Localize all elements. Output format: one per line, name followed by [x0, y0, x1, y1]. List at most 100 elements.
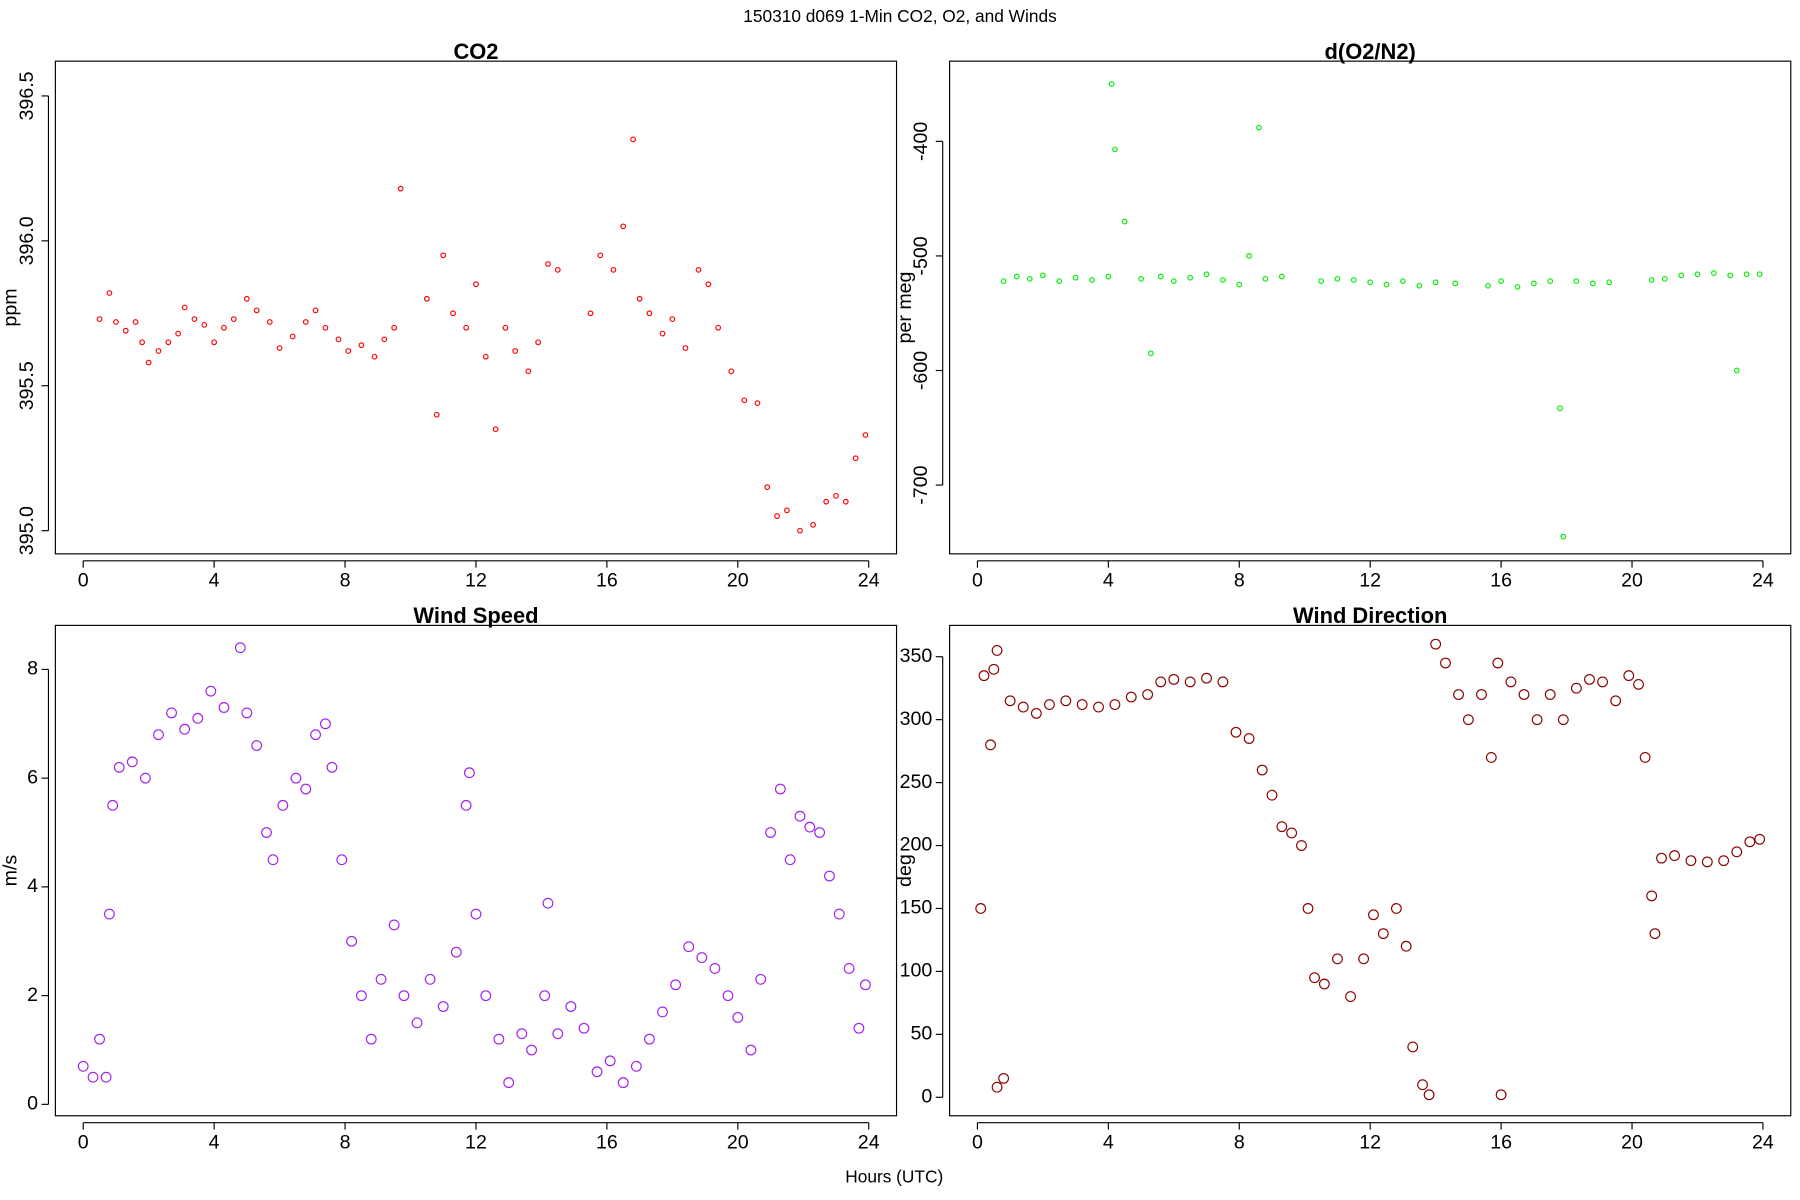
point	[1610, 695, 1622, 707]
point	[1266, 789, 1278, 801]
point	[565, 1001, 577, 1012]
point	[423, 295, 430, 302]
point	[683, 941, 695, 953]
y-tick-label: 250	[900, 771, 933, 793]
point	[975, 903, 987, 914]
point	[1646, 890, 1658, 902]
point	[1168, 673, 1180, 685]
point	[503, 1077, 515, 1089]
point	[1417, 1079, 1428, 1091]
point	[526, 1044, 538, 1056]
point	[794, 810, 806, 822]
x-tick-label: 8	[1234, 1132, 1245, 1154]
point	[336, 854, 348, 866]
point	[1505, 676, 1517, 688]
x-tick-label: 8	[1234, 570, 1245, 592]
point	[326, 761, 338, 773]
point	[251, 740, 263, 751]
point	[853, 1022, 865, 1034]
point	[312, 307, 319, 314]
point	[1296, 840, 1307, 851]
point	[450, 946, 462, 958]
point	[290, 772, 302, 784]
point	[230, 316, 237, 322]
x-tick-label: 20	[727, 1132, 749, 1154]
point	[335, 336, 342, 343]
point	[1531, 714, 1543, 726]
point	[473, 281, 479, 288]
point	[709, 963, 721, 974]
x-tick-label: 20	[1621, 570, 1643, 592]
point	[1256, 124, 1262, 131]
plot-frame	[949, 624, 1792, 1117]
point	[1589, 280, 1596, 287]
point	[1246, 253, 1252, 259]
point	[774, 513, 780, 520]
point	[1476, 689, 1487, 700]
point	[764, 484, 771, 491]
point	[289, 333, 296, 340]
point	[630, 136, 636, 143]
point	[302, 319, 309, 325]
point	[450, 310, 456, 317]
x-tick-label: 8	[340, 1132, 351, 1154]
point	[545, 261, 551, 267]
point	[823, 498, 830, 505]
y-axis-label: ppm	[0, 288, 22, 326]
point	[96, 316, 103, 322]
point	[1345, 991, 1356, 1002]
point	[1570, 682, 1582, 694]
point	[630, 1060, 642, 1072]
point	[107, 799, 119, 811]
x-tick-label: 24	[1752, 1132, 1774, 1154]
point	[833, 908, 845, 920]
point	[205, 685, 217, 697]
point	[424, 973, 436, 985]
point	[1076, 699, 1088, 710]
x-tick-label: 20	[727, 570, 749, 592]
point	[266, 319, 273, 325]
point	[1203, 271, 1210, 278]
point	[94, 1033, 105, 1045]
point	[1148, 350, 1154, 357]
point	[346, 935, 358, 947]
point	[267, 854, 279, 866]
point	[166, 707, 177, 719]
point	[165, 339, 172, 346]
point	[695, 266, 702, 273]
point	[1278, 273, 1285, 280]
point	[617, 1077, 629, 1089]
point	[1138, 275, 1144, 282]
point	[646, 310, 653, 317]
point	[155, 348, 162, 354]
point	[1452, 280, 1459, 287]
point	[175, 330, 182, 337]
x-tick-label: 0	[972, 570, 983, 592]
point	[1432, 279, 1439, 286]
point	[411, 1017, 423, 1029]
point	[1400, 278, 1406, 285]
point	[765, 827, 776, 838]
point	[201, 322, 208, 328]
point	[728, 368, 735, 375]
point	[998, 1072, 1010, 1084]
point	[644, 1033, 655, 1045]
point	[463, 324, 470, 331]
y-tick-label: 8	[27, 658, 38, 680]
point	[1017, 701, 1029, 713]
point	[345, 348, 352, 354]
point	[1170, 278, 1177, 285]
point	[670, 979, 682, 991]
point	[862, 432, 869, 438]
point	[833, 492, 839, 499]
y-axis-label: per meg	[894, 272, 916, 344]
point	[221, 324, 227, 331]
point	[358, 342, 365, 349]
point	[1639, 751, 1651, 763]
point	[1125, 691, 1137, 703]
y-tick-label: 100	[900, 960, 933, 982]
point	[1121, 218, 1128, 225]
point	[437, 1001, 449, 1012]
point	[1694, 271, 1701, 278]
point	[985, 739, 996, 751]
